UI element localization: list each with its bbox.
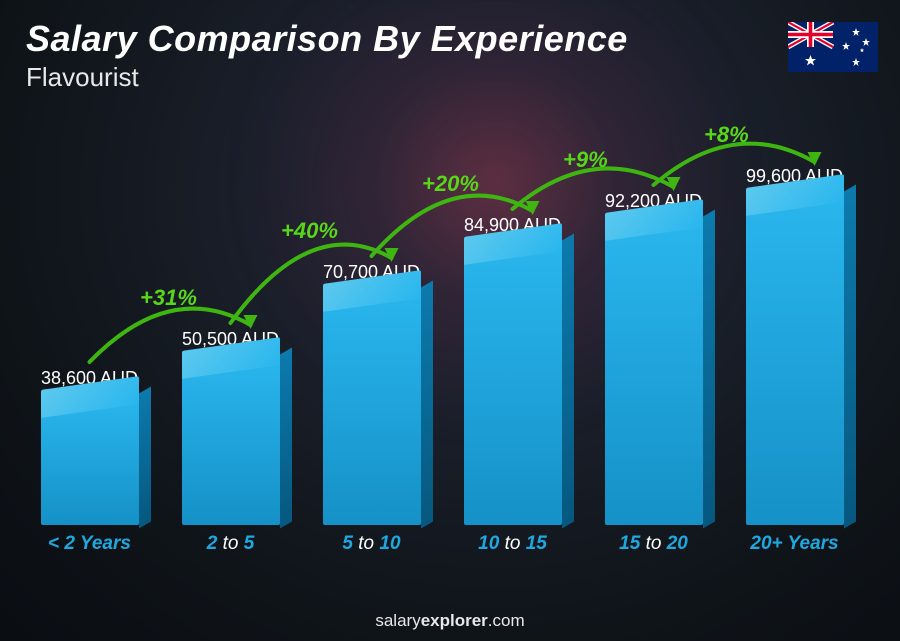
footer-suffix: .com bbox=[488, 611, 525, 630]
x-label-3: 10 to 15 bbox=[447, 533, 578, 569]
bar-side-face bbox=[562, 234, 574, 529]
bar-col-1: 50,500 AUD bbox=[165, 329, 296, 525]
x-label-5: 20+ Years bbox=[729, 533, 860, 569]
x-label-4: 15 to 20 bbox=[588, 533, 719, 569]
delta-pct-3: +9% bbox=[563, 147, 608, 173]
bar-side-face bbox=[280, 348, 292, 529]
x-label-2: 5 to 10 bbox=[306, 533, 437, 569]
bar-front-face bbox=[746, 195, 844, 525]
bar-front-face bbox=[182, 358, 280, 525]
delta-pct-0: +31% bbox=[140, 285, 197, 311]
footer-attribution: salaryexplorer.com bbox=[0, 611, 900, 631]
bar-front-face bbox=[464, 244, 562, 525]
bar-front-face bbox=[323, 291, 421, 525]
bar-side-face bbox=[844, 185, 856, 529]
bar-col-0: 38,600 AUD bbox=[24, 368, 155, 525]
bar-col-5: 99,600 AUD bbox=[729, 166, 860, 525]
page-title: Salary Comparison By Experience bbox=[26, 18, 628, 60]
page-subtitle: Flavourist bbox=[26, 62, 139, 93]
footer-prefix: salary bbox=[375, 611, 420, 630]
x-label-1: 2 to 5 bbox=[165, 533, 296, 569]
bar-side-face bbox=[421, 281, 433, 529]
bar bbox=[182, 358, 280, 525]
bar bbox=[605, 220, 703, 525]
bar bbox=[323, 291, 421, 525]
bar-col-4: 92,200 AUD bbox=[588, 191, 719, 525]
chart-page: Salary Comparison By Experience Flavouri… bbox=[0, 0, 900, 641]
footer-bold: explorer bbox=[421, 611, 488, 630]
bar-side-face bbox=[703, 210, 715, 529]
bar-col-2: 70,700 AUD bbox=[306, 262, 437, 525]
bar-front-face bbox=[605, 220, 703, 525]
bar-chart: 38,600 AUD50,500 AUD70,700 AUD84,900 AUD… bbox=[24, 120, 860, 569]
australia-flag-icon bbox=[788, 22, 878, 72]
bar bbox=[746, 195, 844, 525]
bar bbox=[41, 397, 139, 525]
bar-front-face bbox=[41, 397, 139, 525]
x-labels-container: < 2 Years 2 to 5 5 to 10 10 to 15 15 to 20 20… bbox=[24, 533, 860, 569]
bar-side-face bbox=[139, 387, 151, 529]
bar-col-3: 84,900 AUD bbox=[447, 215, 578, 525]
bar bbox=[464, 244, 562, 525]
delta-pct-4: +8% bbox=[704, 122, 749, 148]
delta-pct-2: +20% bbox=[422, 171, 479, 197]
delta-pct-1: +40% bbox=[281, 218, 338, 244]
x-label-0: < 2 Years bbox=[24, 533, 155, 569]
